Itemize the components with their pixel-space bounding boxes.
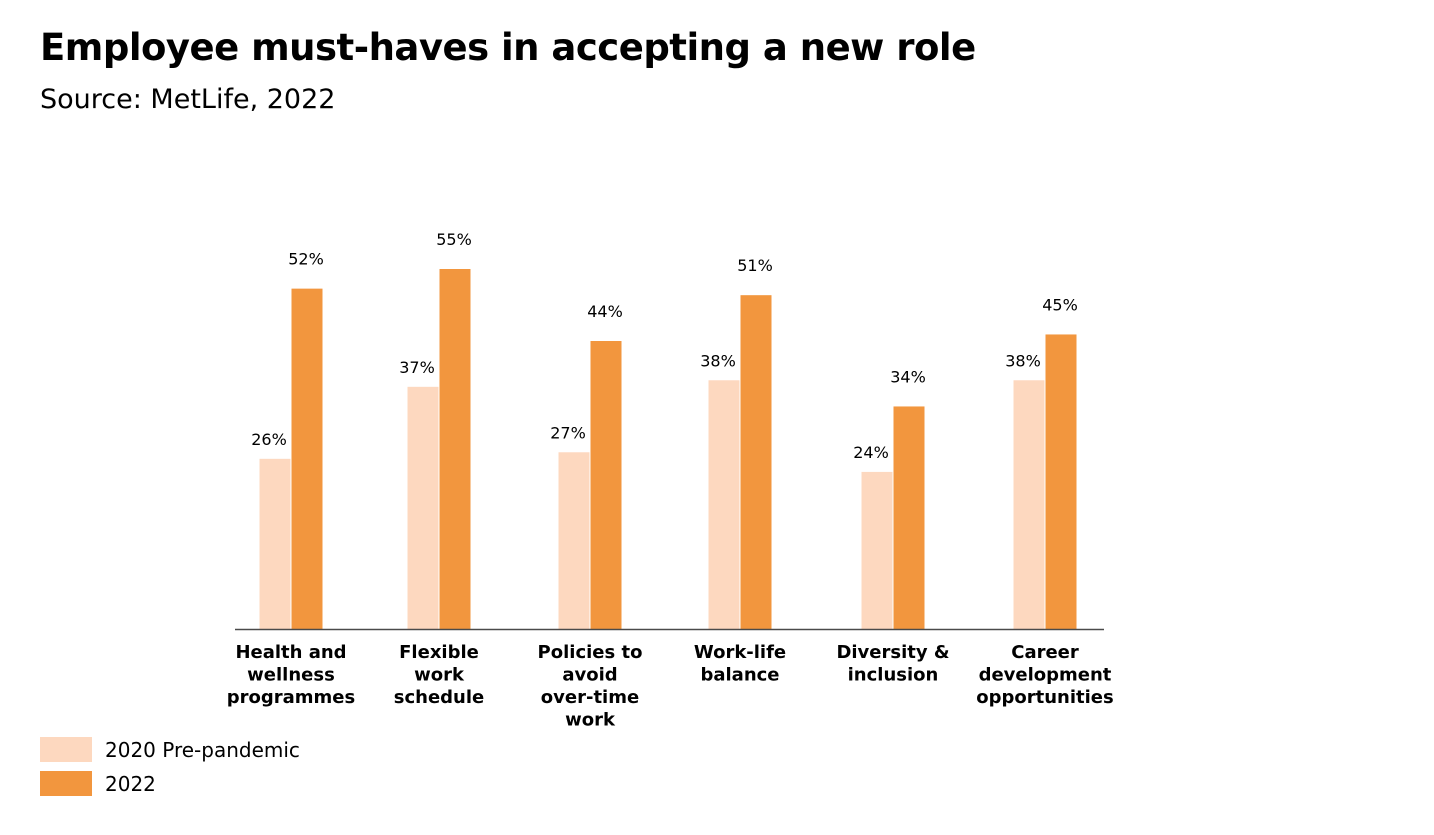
bar-prepandemic-2: [558, 452, 590, 629]
data-label-2022-0: 52%: [288, 250, 324, 269]
legend-label-prepandemic: 2020 Pre-pandemic: [105, 737, 300, 762]
data-label-2022-3: 51%: [737, 256, 773, 275]
bar-2022-3: [740, 295, 772, 629]
legend-label-2022: 2022: [105, 771, 156, 796]
chart-subtitle: Source: MetLife, 2022: [40, 84, 336, 115]
category-label-0: Health and wellness programmes: [227, 642, 355, 708]
bar-2022-5: [1045, 334, 1077, 629]
bar-2022-2: [590, 341, 622, 629]
legend-item-2022: 2022: [40, 771, 300, 796]
bar-prepandemic-3: [708, 380, 740, 629]
data-label-prepandemic-2: 27%: [550, 423, 586, 442]
bar-prepandemic-4: [861, 471, 893, 629]
legend-swatch-2022: [40, 771, 92, 796]
bar-prepandemic-0: [259, 458, 291, 629]
legend-item-prepandemic: 2020 Pre-pandemic: [40, 737, 300, 762]
category-label-3: Work-life balance: [694, 642, 786, 686]
data-label-prepandemic-0: 26%: [251, 430, 287, 449]
data-label-prepandemic-4: 24%: [853, 443, 889, 462]
category-label-1: Flexible work schedule: [394, 642, 484, 708]
bar-prepandemic-1: [407, 386, 439, 629]
data-label-2022-5: 45%: [1042, 295, 1078, 314]
bar-2022-1: [439, 269, 471, 629]
data-label-prepandemic-1: 37%: [399, 358, 435, 377]
category-label-4: Diversity & inclusion: [836, 642, 949, 686]
data-label-2022-4: 34%: [890, 367, 926, 386]
legend: 2020 Pre-pandemic 2022: [40, 737, 300, 805]
bar-2022-0: [291, 288, 323, 629]
legend-swatch-prepandemic: [40, 737, 92, 762]
category-label-2: Policies to avoid over-time work: [538, 642, 643, 731]
bar-prepandemic-5: [1013, 380, 1045, 629]
data-label-prepandemic-5: 38%: [1005, 351, 1041, 370]
data-label-2022-1: 55%: [436, 230, 472, 249]
data-label-2022-2: 44%: [587, 302, 623, 321]
category-label-5: Career development opportunities: [976, 642, 1113, 708]
data-label-prepandemic-3: 38%: [700, 351, 736, 370]
chart-title: Employee must-haves in accepting a new r…: [40, 26, 976, 69]
bar-2022-4: [893, 406, 925, 629]
